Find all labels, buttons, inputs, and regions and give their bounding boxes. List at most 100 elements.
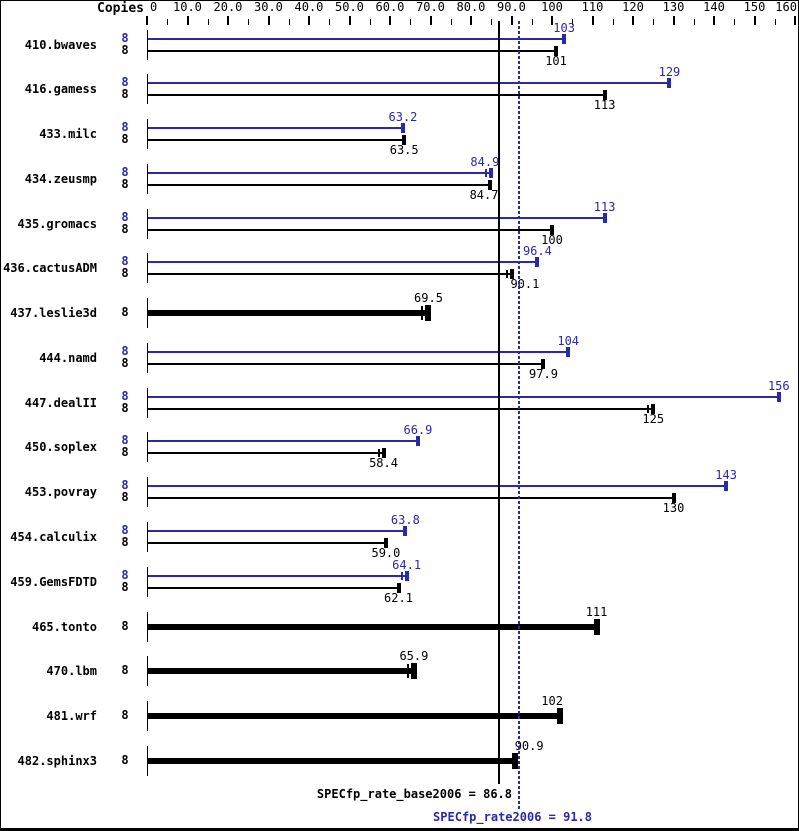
base-bar bbox=[148, 273, 512, 276]
benchmark-label: 444.namd bbox=[39, 350, 97, 365]
peak-bar bbox=[148, 485, 727, 488]
axis-minor-tick bbox=[248, 19, 250, 25]
copies-value: 8 bbox=[121, 164, 129, 179]
base-value-label: 62.1 bbox=[384, 590, 413, 605]
peak-bar bbox=[148, 127, 403, 130]
peak-value-label: 143 bbox=[715, 468, 737, 483]
base-value-label: 113 bbox=[593, 98, 616, 113]
axis-minor-tick bbox=[207, 19, 209, 25]
axis-major-tick bbox=[551, 16, 553, 25]
bar-end-cap bbox=[381, 448, 386, 459]
copies-value: 8 bbox=[121, 663, 129, 678]
base-value-label: 100 bbox=[541, 232, 563, 247]
copies-value: 8 bbox=[121, 132, 129, 147]
bar-end-cap bbox=[410, 663, 417, 680]
axis-minor-tick bbox=[329, 19, 331, 25]
axis-tick-label: 120 bbox=[622, 0, 644, 14]
copies-value: 8 bbox=[121, 254, 129, 269]
row-axis-segment bbox=[147, 432, 148, 463]
axis-minor-tick bbox=[693, 19, 695, 25]
bar-median-tick bbox=[377, 449, 380, 458]
copies-value: 8 bbox=[121, 708, 129, 723]
base-value-label: 58.4 bbox=[369, 456, 398, 471]
row-axis-segment bbox=[147, 163, 148, 194]
benchmark-label: 470.lbm bbox=[46, 664, 97, 679]
benchmark-label: 459.GemsFDTD bbox=[10, 574, 97, 589]
benchmark-label: 410.bwaves bbox=[24, 37, 97, 52]
peak-value-label: 113 bbox=[593, 199, 616, 214]
peak-mean-label: SPECfp_rate2006 = 91.8 bbox=[433, 810, 592, 824]
benchmark-label: 481.wrf bbox=[46, 709, 97, 724]
axis-major-tick bbox=[389, 16, 391, 25]
copies-value: 8 bbox=[121, 618, 129, 633]
bar-end-cap bbox=[554, 45, 559, 56]
bar-end-cap bbox=[557, 708, 564, 725]
row-axis-segment bbox=[147, 387, 148, 418]
axis-minor-tick bbox=[410, 19, 412, 25]
axis-minor-tick bbox=[572, 19, 574, 25]
row-axis-segment bbox=[147, 701, 148, 732]
benchmark-label: 433.milc bbox=[39, 127, 97, 142]
base-value-label: 111 bbox=[585, 604, 608, 619]
base-value-label: 90.1 bbox=[510, 277, 540, 292]
bar-end-cap bbox=[488, 179, 493, 190]
copies-value: 8 bbox=[121, 305, 129, 320]
copies-value: 8 bbox=[121, 120, 129, 135]
base-bar bbox=[148, 228, 552, 231]
benchmark-label: 436.cactusADM bbox=[3, 261, 97, 276]
row-axis-segment bbox=[147, 298, 148, 329]
base-bar bbox=[148, 362, 544, 365]
axis-tick-label: 140 bbox=[703, 0, 725, 14]
axis-minor-tick bbox=[450, 19, 452, 25]
copies-value: 8 bbox=[121, 388, 129, 403]
row-axis-segment bbox=[147, 208, 148, 239]
row-axis-segment bbox=[147, 477, 148, 508]
axis-minor-tick bbox=[491, 19, 493, 25]
row-axis-segment bbox=[147, 342, 148, 373]
base-bar bbox=[148, 407, 654, 410]
base-value-label: 69.5 bbox=[414, 291, 443, 306]
peak-bar bbox=[148, 395, 779, 398]
bar-end-cap bbox=[404, 570, 409, 581]
axis-major-tick bbox=[632, 16, 634, 25]
chart-bottom-border bbox=[1, 828, 798, 830]
axis-minor-tick bbox=[612, 19, 614, 25]
peak-bar bbox=[148, 216, 605, 219]
peak-value-label: 103 bbox=[553, 20, 575, 35]
copies-value: 8 bbox=[121, 478, 129, 493]
copies-value: 8 bbox=[121, 490, 129, 505]
axis-tick-label: 70.0 bbox=[416, 0, 445, 14]
axis-major-tick bbox=[186, 16, 189, 25]
peak-value-label: 104 bbox=[557, 333, 580, 348]
copies-value: 8 bbox=[121, 355, 129, 370]
bar-end-cap bbox=[566, 346, 571, 357]
base-bar bbox=[148, 139, 405, 142]
bar-end-cap bbox=[550, 224, 554, 235]
benchmark-label: 437.leslie3d bbox=[10, 306, 97, 321]
copies-value: 8 bbox=[121, 266, 129, 281]
copies-value: 8 bbox=[121, 445, 129, 460]
base-bar bbox=[148, 49, 557, 52]
bar-end-cap bbox=[396, 582, 401, 593]
axis-tick-label: 20.0 bbox=[213, 0, 243, 14]
base-bar bbox=[148, 668, 414, 675]
axis-major-tick bbox=[267, 16, 270, 25]
copies-value: 8 bbox=[121, 42, 129, 57]
base-value-label: 130 bbox=[662, 501, 685, 516]
peak-value-label: 66.9 bbox=[403, 423, 433, 438]
peak-bar bbox=[148, 171, 491, 174]
bar-end-cap bbox=[776, 391, 781, 402]
base-bar bbox=[148, 586, 399, 589]
row-axis-segment bbox=[147, 29, 148, 60]
bar-median-tick bbox=[647, 404, 650, 413]
base-bar bbox=[148, 183, 491, 186]
copies-value: 8 bbox=[121, 433, 129, 448]
axis-major-tick bbox=[753, 16, 756, 25]
peak-bar bbox=[148, 350, 569, 353]
axis-tick-label: 30.0 bbox=[254, 0, 283, 14]
base-value-label: 59.0 bbox=[371, 545, 401, 560]
axis-tick-label: 60.0 bbox=[375, 0, 405, 14]
bar-end-cap bbox=[383, 537, 388, 548]
benchmark-label: 465.tonto bbox=[31, 619, 97, 634]
axis-tick-label: 130 bbox=[662, 0, 685, 14]
